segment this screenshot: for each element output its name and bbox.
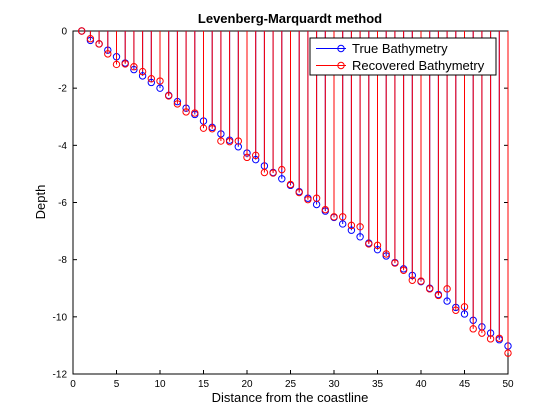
data-point (312, 194, 321, 202)
data-point (504, 349, 512, 357)
legend-recovered-marker-icon (337, 61, 345, 70)
data-point (495, 334, 503, 342)
data-point (339, 213, 347, 221)
x-tick-label: 5 (114, 379, 120, 390)
data-point (104, 50, 112, 58)
data-point (460, 303, 469, 311)
data-point (417, 277, 425, 285)
data-point (347, 226, 356, 234)
data-point (486, 335, 495, 343)
data-point (260, 168, 269, 177)
x-tick-label: 50 (502, 379, 514, 390)
y-tick-label: -8 (58, 255, 67, 266)
data-point (347, 221, 356, 230)
x-tick-label: 10 (154, 379, 166, 390)
data-point (86, 35, 95, 43)
legend-true-label: True Bathymetry (352, 41, 448, 56)
y-tick-label: -6 (58, 198, 67, 209)
data-point (191, 109, 199, 117)
data-point (408, 276, 416, 284)
x-tick-label: 45 (459, 379, 471, 390)
data-point (173, 100, 182, 108)
data-point (452, 306, 460, 314)
data-point (382, 250, 390, 258)
data-point (443, 285, 451, 293)
data-point (269, 169, 277, 177)
data-point (138, 67, 147, 76)
x-tick-label: 0 (70, 379, 76, 390)
y-tick-label: 0 (61, 27, 67, 38)
data-point (339, 220, 347, 228)
data-point (121, 60, 129, 68)
data-point (208, 125, 216, 133)
data-point (365, 240, 373, 248)
data-point (130, 63, 138, 71)
x-tick-label: 30 (328, 379, 340, 390)
data-point (469, 325, 477, 333)
legend-true-marker-icon (337, 44, 345, 53)
data-point (252, 155, 260, 164)
data-point (304, 195, 312, 204)
data-point (243, 153, 251, 162)
data-point (460, 310, 469, 318)
data-point (443, 297, 451, 305)
data-point (252, 151, 260, 160)
data-point (225, 137, 234, 146)
x-tick-label: 25 (285, 379, 297, 390)
data-point (147, 78, 156, 87)
x-tick-label: 40 (415, 379, 427, 390)
data-point (147, 75, 156, 83)
data-point (286, 180, 295, 189)
data-point (278, 175, 286, 183)
data-point (112, 60, 121, 69)
data-point (434, 291, 443, 300)
y-tick-label: -10 (53, 312, 68, 323)
data-point (295, 188, 303, 197)
data-point (199, 124, 208, 132)
y-tick-label: -4 (58, 141, 67, 152)
series-recovered-bathymetry (78, 27, 512, 357)
data-point (373, 245, 382, 254)
data-point (217, 137, 225, 145)
data-point (234, 137, 243, 145)
data-point (278, 165, 286, 174)
data-point (78, 27, 86, 35)
data-point (356, 223, 364, 231)
x-tick-label: 15 (198, 379, 210, 390)
data-point (356, 233, 364, 241)
y-tick-label: -2 (58, 84, 67, 95)
data-point (373, 241, 382, 250)
data-point (165, 92, 173, 100)
data-point (156, 77, 164, 85)
data-point (330, 213, 338, 221)
legend: True Bathymetry Recovered Bathymetry (309, 37, 497, 76)
data-point (95, 40, 103, 48)
data-point (321, 205, 329, 214)
x-tick-label: 35 (372, 379, 384, 390)
data-point (426, 285, 434, 293)
data-point (156, 84, 164, 92)
data-point (391, 259, 399, 267)
chart-title: Levenberg-Marquardt method (198, 11, 382, 26)
data-point (138, 72, 147, 80)
data-point (478, 329, 486, 337)
data-point (182, 108, 190, 116)
data-point (399, 266, 408, 274)
data-point (234, 143, 243, 151)
y-axis-ticks: 0 -2 -4 -6 -8 -10 -12 (53, 27, 508, 381)
y-axis-label: Depth (33, 185, 48, 220)
y-tick-label: -12 (53, 370, 68, 381)
x-axis-label: Distance from the coastline (212, 390, 369, 405)
legend-recovered-label: Recovered Bathymetry (352, 58, 485, 73)
x-tick-label: 20 (241, 379, 253, 390)
